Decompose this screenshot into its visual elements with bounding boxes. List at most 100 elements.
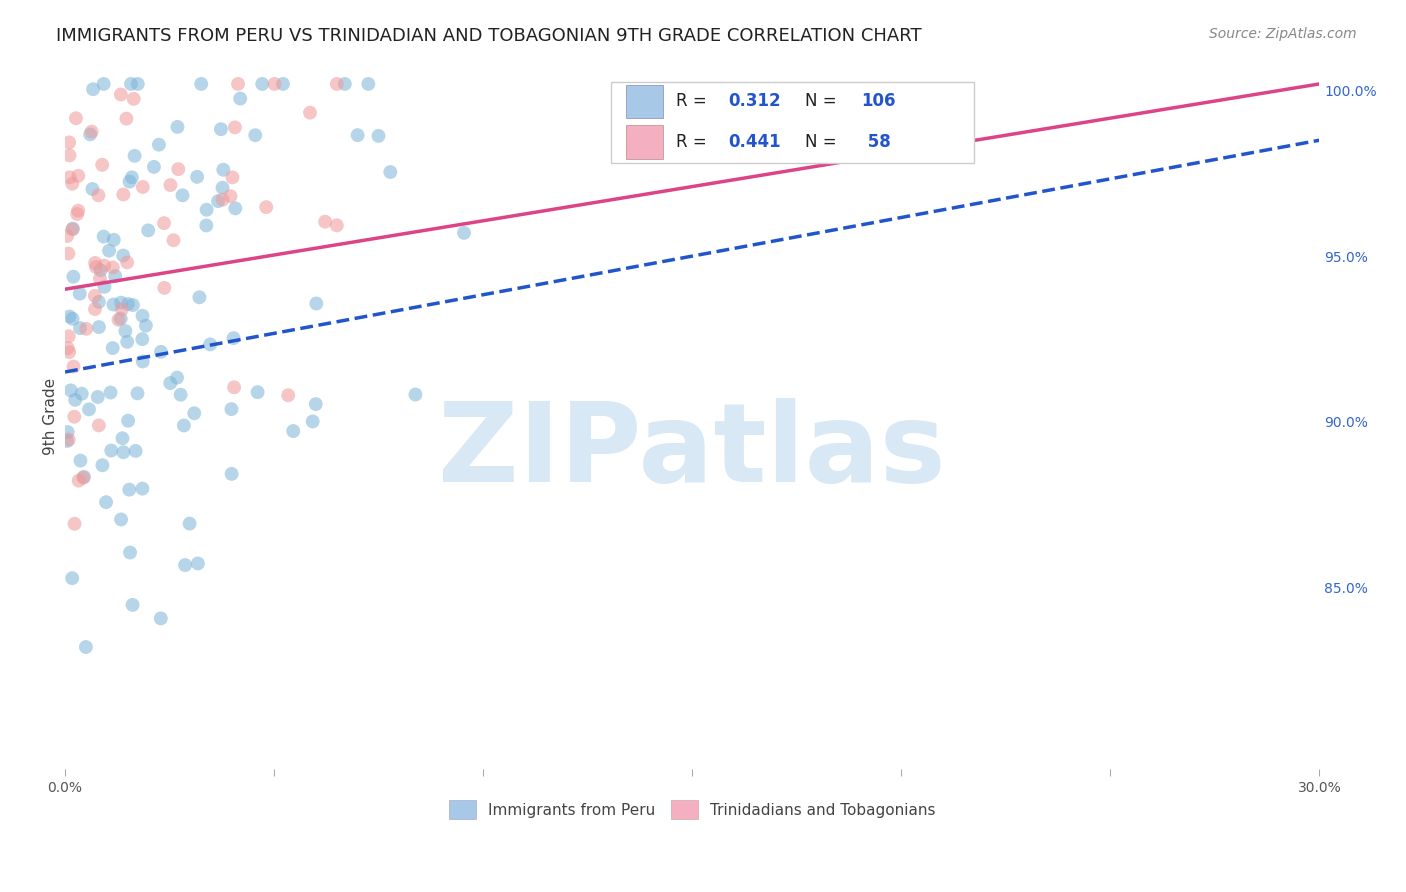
Point — [246, 385, 269, 400]
Point — [110, 295, 132, 310]
Point — [326, 77, 349, 91]
Point — [58, 136, 80, 150]
Point — [283, 424, 305, 438]
Point — [110, 512, 132, 526]
Point — [209, 122, 232, 136]
Point — [121, 598, 143, 612]
Legend: Immigrants from Peru, Trinidadians and Tobagonians: Immigrants from Peru, Trinidadians and T… — [443, 794, 942, 825]
Point — [59, 384, 82, 398]
Point — [226, 77, 249, 91]
Point — [326, 219, 349, 233]
Point — [87, 390, 110, 404]
Point — [82, 182, 104, 196]
Point — [62, 221, 84, 235]
Point — [67, 169, 90, 183]
Point — [103, 233, 125, 247]
Point — [58, 345, 80, 359]
Point — [229, 92, 252, 106]
Point — [75, 640, 97, 654]
Point — [207, 194, 229, 209]
Point — [252, 77, 274, 91]
Point — [166, 370, 188, 384]
Point — [222, 380, 245, 394]
Text: N =: N = — [806, 133, 842, 151]
Point — [305, 296, 328, 310]
Point — [87, 188, 110, 202]
Point — [93, 279, 115, 293]
Point — [222, 331, 245, 345]
Point — [404, 387, 426, 401]
Point — [211, 180, 233, 194]
Point — [69, 286, 91, 301]
Point — [224, 120, 246, 135]
Point — [75, 322, 97, 336]
Point — [82, 82, 104, 96]
Point — [101, 260, 124, 275]
Point — [98, 244, 121, 258]
Text: ZIPatlas: ZIPatlas — [439, 399, 946, 506]
Point — [142, 160, 165, 174]
Point — [263, 77, 285, 91]
Point — [131, 309, 153, 323]
Point — [174, 558, 197, 572]
Text: R =: R = — [676, 133, 711, 151]
FancyBboxPatch shape — [626, 85, 664, 119]
Point — [112, 248, 135, 262]
Point — [162, 233, 184, 247]
Point — [153, 281, 176, 295]
Point — [153, 216, 176, 230]
Point — [94, 495, 117, 509]
Point — [148, 137, 170, 152]
Point — [87, 294, 110, 309]
Point — [100, 443, 122, 458]
Point — [65, 112, 87, 126]
Point — [93, 229, 115, 244]
Point — [115, 255, 138, 269]
Point — [115, 334, 138, 349]
Point — [186, 169, 208, 184]
Point — [120, 545, 142, 559]
Point — [87, 418, 110, 433]
Point — [357, 77, 380, 91]
Point — [183, 406, 205, 420]
Point — [367, 128, 389, 143]
Point — [101, 341, 124, 355]
Point — [198, 337, 221, 351]
Point — [118, 483, 141, 497]
Point — [69, 321, 91, 335]
Point — [380, 165, 402, 179]
Point — [131, 482, 153, 496]
Point — [221, 170, 243, 185]
Point — [132, 180, 155, 194]
FancyBboxPatch shape — [626, 125, 664, 159]
Text: N =: N = — [806, 93, 842, 111]
Point — [254, 200, 277, 214]
Point — [453, 226, 475, 240]
Point — [58, 433, 80, 447]
Point — [100, 385, 122, 400]
Point — [159, 376, 181, 390]
Point — [179, 516, 201, 531]
Point — [122, 92, 145, 106]
Point — [59, 170, 82, 185]
Point — [56, 425, 79, 439]
Point — [58, 329, 80, 343]
Point — [87, 320, 110, 334]
Point — [104, 268, 127, 283]
Point — [112, 445, 135, 459]
Point — [124, 444, 146, 458]
Text: 58: 58 — [862, 133, 890, 151]
Point — [110, 87, 132, 102]
Point — [60, 571, 83, 585]
Point — [93, 259, 115, 273]
Point — [111, 431, 134, 445]
Point — [127, 77, 149, 91]
Point — [84, 301, 107, 316]
Point — [73, 469, 96, 483]
Text: 0.441: 0.441 — [728, 133, 782, 151]
Point — [124, 149, 146, 163]
Point — [298, 105, 321, 120]
Point — [62, 359, 84, 374]
Point — [115, 112, 138, 126]
Point — [333, 77, 356, 91]
